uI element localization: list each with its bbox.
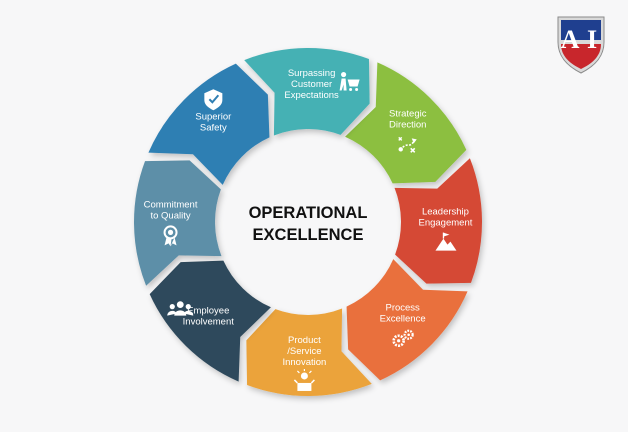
wheel-segment-shape [394,158,482,284]
ai-crest-icon: A I [557,16,605,74]
gears-icon [392,329,414,348]
segment-label: Involvement [183,317,235,328]
ai-logo: A I [555,14,607,76]
segment-label: Safety [200,122,227,133]
shield-check-icon [204,89,223,111]
center-title-line-2: EXCELLENCE [253,226,364,244]
center-title-line-1: OPERATIONAL [249,204,368,222]
segment-label: Expectations [284,90,339,101]
shopping-cart-person-icon [339,71,360,92]
idea-box-icon [293,368,315,391]
segment-label: Product [288,335,321,346]
segment-label: Customer [291,79,332,90]
team-icon [167,301,194,316]
summit-flag-icon [435,232,457,251]
logo-letter-a: A [561,25,580,54]
strategy-play-icon [398,136,417,153]
segment-label: Direction [389,119,427,130]
segment-label: Superior [195,111,231,122]
wheel-segment-shape [134,160,222,286]
segment-label: Innovation [282,357,326,368]
segment-label: Excellence [380,314,426,325]
segment-label: Engagement [419,218,473,229]
segment-label: Strategic [389,108,427,119]
segment-label: to Quality [150,210,190,221]
wheel-segment-shape [246,308,372,396]
wheel-segment-shape [149,260,271,382]
wheel-segment-shape [346,259,468,381]
segment-label: Surpassing [288,68,336,79]
wheel-segment-shape [244,48,370,136]
award-ribbon-icon [163,225,178,247]
segment-label: Process [385,303,420,314]
segment-label: Leadership [422,207,469,218]
logo-letter-i: I [587,25,597,54]
segment-label: Employee [187,306,229,317]
segment-label: Commitment [144,199,198,210]
wheel-segment-shape [345,62,467,184]
segment-label: /Service [287,346,321,357]
wheel-segment-shape [148,63,270,185]
